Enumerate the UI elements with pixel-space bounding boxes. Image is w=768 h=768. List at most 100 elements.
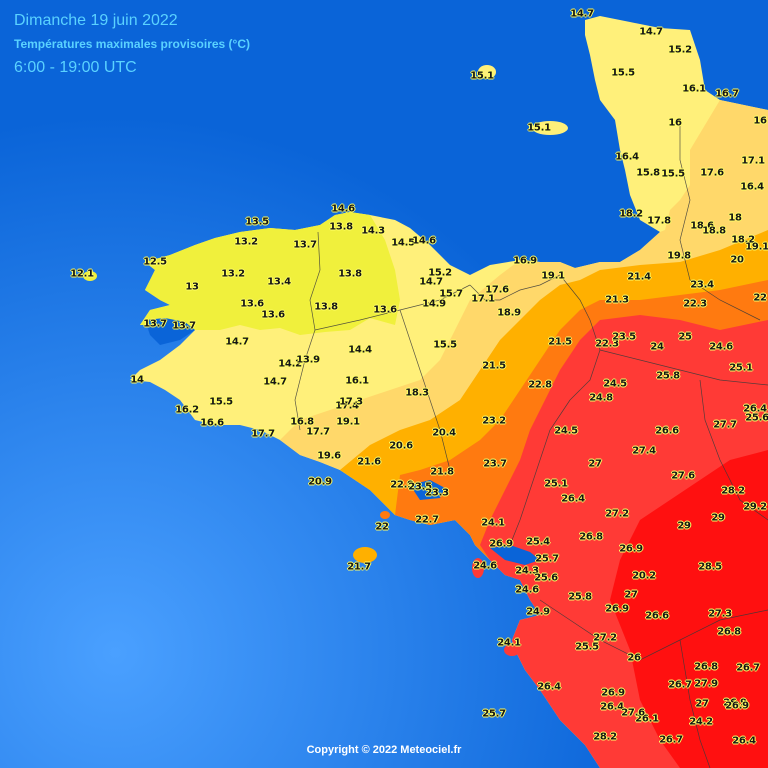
island-yeu [504, 644, 520, 656]
zone-17-20 [280, 100, 768, 490]
station-temperature: 16 [753, 115, 767, 127]
station-temperature: 26.9 [601, 687, 625, 699]
station-temperature: 18.2 [731, 234, 755, 246]
station-temperature: 21.7 [347, 561, 371, 573]
station-temperature: 14.7 [639, 26, 663, 38]
station-temperature: 22.7 [415, 514, 439, 526]
station-temperature: 25.5 [575, 641, 599, 653]
station-temperature: 29 [711, 512, 725, 524]
station-temperature: 22.3 [683, 298, 707, 310]
station-temperature: 14.9 [422, 298, 446, 310]
station-temperature: 21.5 [482, 360, 506, 372]
station-temperature: 26.9 [489, 538, 513, 550]
station-temperature: 14.4 [348, 344, 372, 356]
station-temperature: 17.8 [647, 215, 671, 227]
station-temperature: 16.2 [175, 404, 199, 416]
station-temperature: 25.6 [534, 572, 558, 584]
station-temperature: 26.4 [561, 493, 585, 505]
zone-below-15 [140, 212, 400, 335]
station-temperature: 25.1 [544, 478, 568, 490]
station-temperature: 17.1 [741, 155, 765, 167]
station-temperature: 24.2 [689, 716, 713, 728]
station-temperature: 26.8 [579, 531, 603, 543]
station-temperature: 15.5 [209, 396, 233, 408]
island-guernsey [478, 65, 496, 79]
station-temperature: 15.5 [661, 168, 685, 180]
station-temperature: 16.4 [615, 151, 639, 163]
station-temperature: 23.5 [612, 331, 636, 343]
station-temperature: 13.8 [338, 268, 362, 280]
map-period: 6:00 - 19:00 UTC [14, 59, 137, 76]
station-temperature: 24.6 [709, 341, 733, 353]
station-temperature: 23.5 [408, 481, 432, 493]
station-temperature: 26.7 [736, 662, 760, 674]
station-temperature: 26.9 [725, 700, 749, 712]
island-jersey [532, 121, 568, 135]
station-temperature: 26.9 [605, 603, 629, 615]
station-temperature: 20.6 [389, 440, 413, 452]
station-temperature: 21.4 [627, 271, 651, 283]
station-temperature: 15.8 [636, 167, 660, 179]
station-temperature: 23.7 [483, 458, 507, 470]
station-temperature: 19.6 [317, 450, 341, 462]
station-temperature: 22.8 [528, 379, 552, 391]
station-temperature: 23.4 [690, 279, 714, 291]
station-temperature: 14 [130, 374, 144, 386]
station-temperature: 28.2 [593, 731, 617, 743]
station-temperature: 29.2 [743, 501, 767, 513]
station-temperature: 25.8 [568, 591, 592, 603]
department-borders [294, 120, 768, 768]
station-temperature: 27 [588, 458, 602, 470]
station-temperature: 13.2 [221, 268, 245, 280]
station-temperature: 13.7 [172, 320, 196, 332]
station-temperature: 22.9 [390, 479, 414, 491]
station-temperature: 16.1 [345, 375, 369, 387]
station-temperature: 27.4 [632, 445, 656, 457]
station-temperature: 22 [753, 292, 767, 304]
station-temperature: 13.8 [314, 301, 338, 313]
station-temperature: 20.4 [432, 427, 456, 439]
station-temperature: 26.7 [659, 734, 683, 746]
station-temperature: 13 [185, 281, 199, 293]
station-temperature: 13.6 [373, 304, 397, 316]
station-temperature: 13.7 [293, 239, 317, 251]
station-temperature: 18.2 [619, 208, 643, 220]
station-temperature: 15.2 [668, 44, 692, 56]
station-temperature: 22.3 [595, 338, 619, 350]
station-temperature: 14.7 [570, 8, 594, 20]
station-temperature: 27.9 [694, 678, 718, 690]
station-temperature: 17.4 [335, 400, 359, 412]
station-temperature: 12.5 [143, 256, 167, 268]
station-temperature: 16.8 [290, 416, 314, 428]
station-temperature: 14.7 [225, 336, 249, 348]
station-temperature: 18 [728, 212, 742, 224]
station-temperature: 21.5 [548, 336, 572, 348]
island-noirmoutier [472, 558, 484, 578]
station-temperature: 26.6 [655, 425, 679, 437]
brest-harbour [145, 318, 195, 345]
station-temperature: 28.2 [721, 485, 745, 497]
station-temperature: 24.1 [481, 517, 505, 529]
station-temperature: 14.2 [278, 358, 302, 370]
station-temperature: 26.8 [717, 626, 741, 638]
station-temperature: 27.6 [671, 470, 695, 482]
station-temperature: 23.2 [482, 415, 506, 427]
station-temperature: 16 [668, 117, 682, 129]
station-temperature: 25.6 [745, 412, 768, 424]
station-temperature: 27.2 [605, 508, 629, 520]
station-temperature: 21.3 [605, 294, 629, 306]
station-temperature: 28.5 [698, 561, 722, 573]
station-temperature: 13.9 [296, 354, 320, 366]
station-temperature: 14.5 [391, 237, 415, 249]
station-temperature: 26.9 [723, 697, 747, 709]
station-temperature: 27 [695, 698, 709, 710]
station-temperature: 14.7 [263, 376, 287, 388]
station-temperature: 26.4 [537, 681, 561, 693]
station-temperature: 13.6 [261, 309, 285, 321]
station-temperature: 27.3 [708, 608, 732, 620]
station-temperature: 22 [375, 521, 389, 533]
station-temperature: 26.9 [619, 543, 643, 555]
station-temperature: 24 [650, 341, 664, 353]
